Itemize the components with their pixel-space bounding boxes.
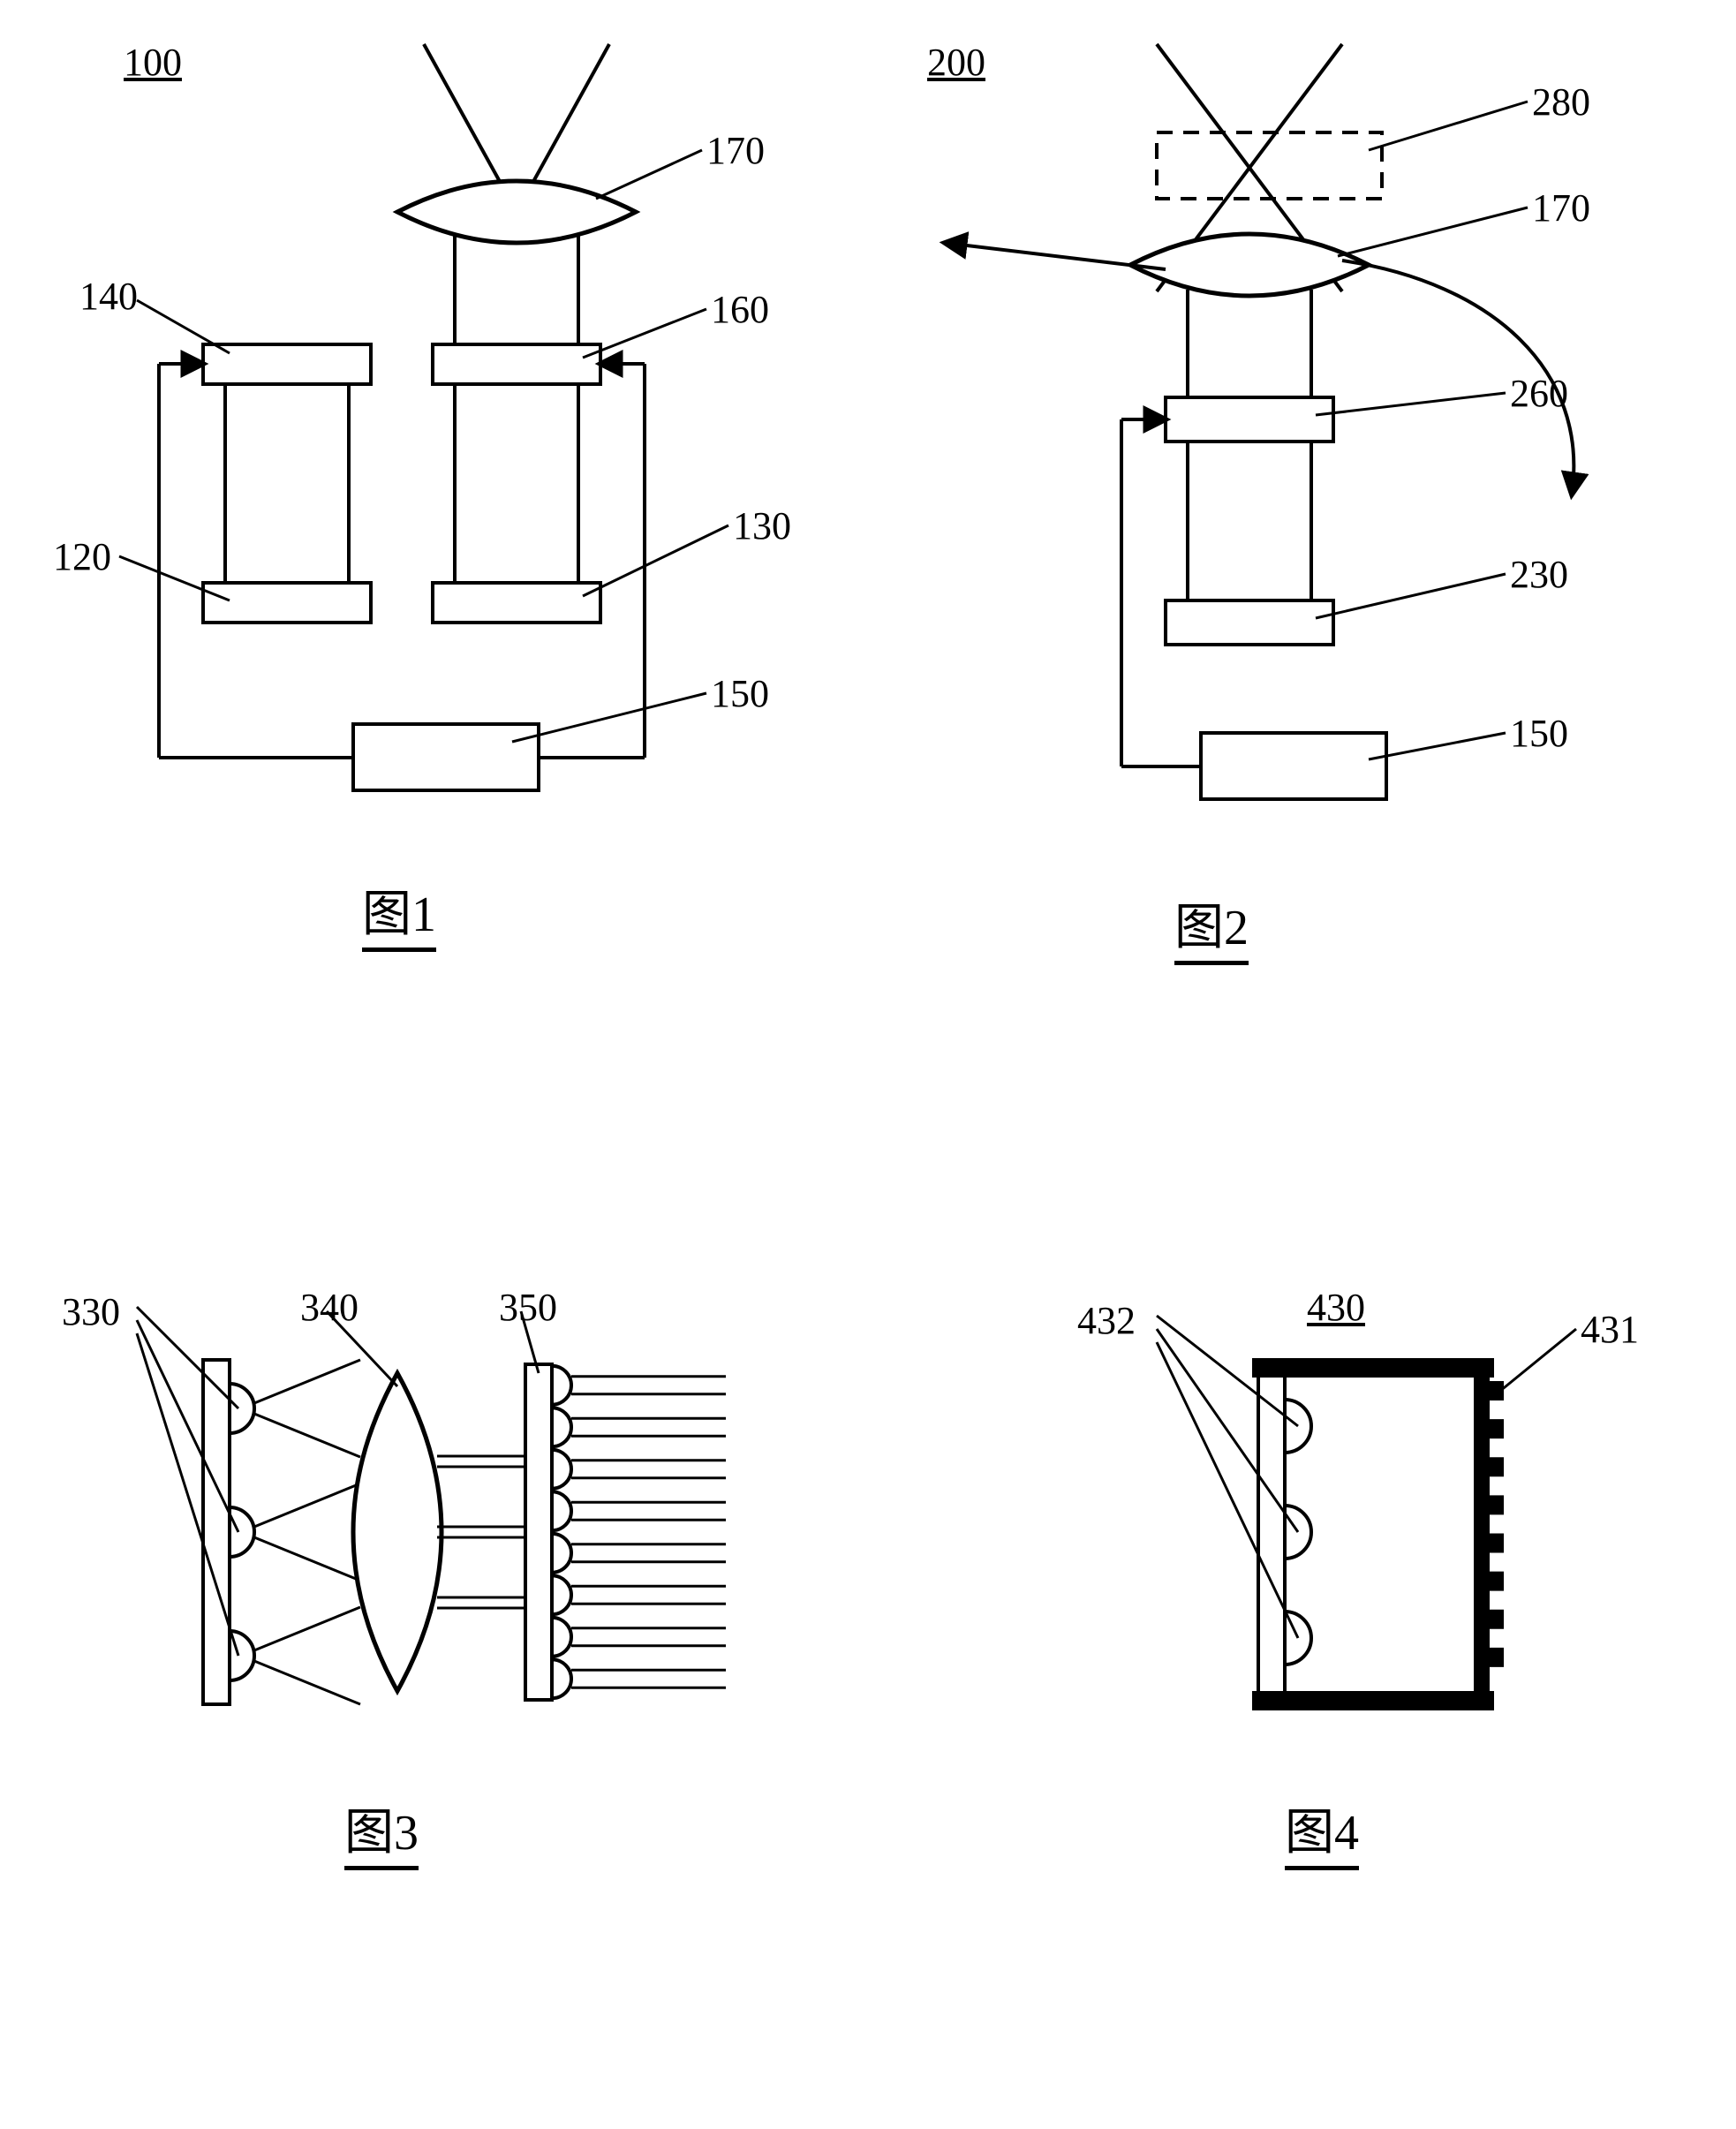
ref-label: 432 xyxy=(1077,1298,1136,1343)
ref-label: 120 xyxy=(53,534,111,579)
ref-label: 100 xyxy=(124,40,182,85)
ref-label: 280 xyxy=(1532,79,1590,125)
figure-caption: 图3 xyxy=(344,1793,419,1870)
ref-label: 130 xyxy=(733,503,791,548)
ref-label: 350 xyxy=(499,1285,557,1330)
ref-label: 170 xyxy=(706,128,765,173)
ref-label: 170 xyxy=(1532,185,1590,230)
ref-label: 340 xyxy=(300,1285,359,1330)
figure-caption: 图1 xyxy=(362,874,436,952)
diagram-page: 100 170 140 160 120 130 150 图1 200 280 170 260 230 15… xyxy=(35,35,1701,2094)
ref-label: 431 xyxy=(1581,1307,1639,1352)
ref-label: 260 xyxy=(1510,371,1568,416)
ref-label: 330 xyxy=(62,1289,120,1334)
ref-label: 150 xyxy=(711,671,769,716)
figure-caption: 图2 xyxy=(1174,887,1249,965)
ref-label: 140 xyxy=(79,274,138,319)
ref-label: 200 xyxy=(927,40,985,85)
ref-label: 430 xyxy=(1307,1285,1365,1330)
ref-label: 150 xyxy=(1510,711,1568,756)
ref-label: 230 xyxy=(1510,552,1568,597)
figure-caption: 图4 xyxy=(1285,1793,1359,1870)
ref-label: 160 xyxy=(711,287,769,332)
diagram-svg xyxy=(35,35,1701,2094)
